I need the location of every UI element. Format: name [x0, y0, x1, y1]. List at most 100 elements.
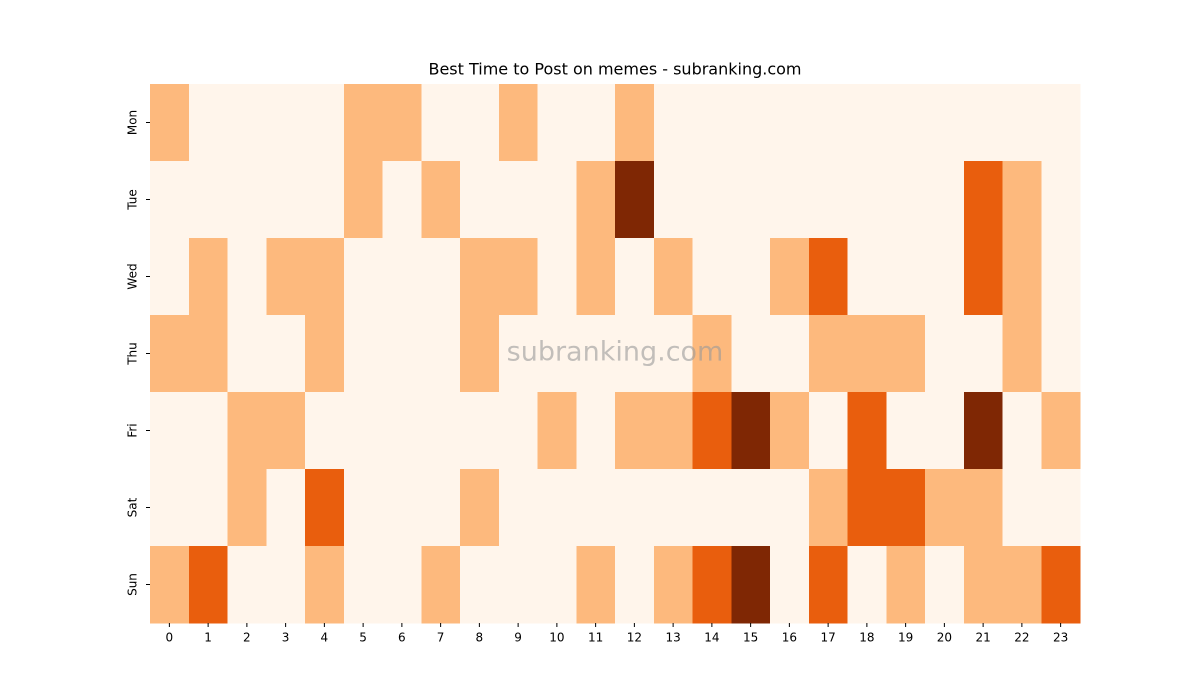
heatmap-cell [653, 238, 693, 316]
heatmap-cell [227, 84, 267, 162]
heatmap-cell [808, 315, 848, 393]
heatmap-cell [305, 84, 345, 162]
heatmap-cell [692, 161, 732, 239]
heatmap-cell [808, 84, 848, 162]
y-tick-label: Tue [126, 189, 140, 211]
heatmap-cell [188, 161, 228, 239]
y-tick-label: Sat [126, 497, 140, 517]
heatmap-cell [808, 546, 848, 624]
heatmap-cell [421, 238, 461, 316]
y-tick-label: Sun [126, 573, 140, 596]
heatmap-cell [1041, 546, 1081, 624]
heatmap-cell [343, 469, 383, 547]
heatmap-cell [1002, 238, 1042, 316]
heatmap-cell [382, 315, 422, 393]
heatmap-cell [188, 238, 228, 316]
heatmap-cell [305, 469, 345, 547]
heatmap-cell [576, 84, 616, 162]
heatmap-cell [343, 161, 383, 239]
heatmap-cell [731, 469, 771, 547]
heatmap-cell [925, 84, 965, 162]
heatmap-cell [498, 469, 538, 547]
heatmap-cell [692, 238, 732, 316]
heatmap-cell [498, 84, 538, 162]
heatmap-cell [1041, 315, 1081, 393]
heatmap-cell [963, 392, 1003, 470]
heatmap-cell [692, 546, 732, 624]
heatmap-cell [963, 161, 1003, 239]
x-tick-label: 20 [937, 631, 952, 645]
heatmap-cell [731, 161, 771, 239]
heatmap-cell [615, 161, 655, 239]
heatmap-cell [382, 546, 422, 624]
heatmap-cell [847, 546, 887, 624]
y-tick-label: Mon [126, 110, 140, 135]
heatmap-cell [653, 469, 693, 547]
heatmap-cell [963, 546, 1003, 624]
heatmap-cell [576, 392, 616, 470]
heatmap-cell [382, 84, 422, 162]
heatmap-cell [653, 161, 693, 239]
heatmap-cell [537, 469, 577, 547]
heatmap-cell [460, 315, 500, 393]
heatmap-cell [847, 84, 887, 162]
heatmap-cell [150, 161, 190, 239]
heatmap-cell [886, 315, 926, 393]
heatmap-cell [382, 161, 422, 239]
heatmap-cell [770, 84, 810, 162]
heatmap-cell [188, 546, 228, 624]
heatmap-cell [421, 161, 461, 239]
heatmap-cell [925, 238, 965, 316]
heatmap-cell [963, 84, 1003, 162]
heatmap-cell [963, 469, 1003, 547]
heatmap-cell [1002, 315, 1042, 393]
heatmap-cell [227, 161, 267, 239]
heatmap-cell [808, 392, 848, 470]
heatmap-cell [498, 238, 538, 316]
heatmap-cell [692, 469, 732, 547]
heatmap-cells [150, 84, 1081, 624]
heatmap-cell [731, 238, 771, 316]
heatmap-cell [1041, 161, 1081, 239]
heatmap-cell [227, 238, 267, 316]
heatmap-cell [770, 469, 810, 547]
heatmap-cell [886, 392, 926, 470]
heatmap-cell [653, 546, 693, 624]
heatmap-cell [188, 84, 228, 162]
x-tick-label: 11 [588, 631, 603, 645]
heatmap-cell [150, 392, 190, 470]
heatmap-cell [886, 238, 926, 316]
x-tick-label: 2 [243, 631, 251, 645]
heatmap-cell [266, 161, 306, 239]
heatmap-cell [808, 161, 848, 239]
heatmap-cell [305, 161, 345, 239]
heatmap-cell [537, 84, 577, 162]
heatmap-cell [576, 238, 616, 316]
heatmap-cell [1002, 84, 1042, 162]
heatmap-cell [847, 315, 887, 393]
heatmap-cell [150, 238, 190, 316]
heatmap-cell [460, 238, 500, 316]
heatmap-cell [305, 238, 345, 316]
x-tick-label: 12 [627, 631, 642, 645]
heatmap-cell [1041, 238, 1081, 316]
x-tick-label: 19 [898, 631, 913, 645]
x-tick-label: 9 [514, 631, 522, 645]
heatmap-cell [266, 392, 306, 470]
heatmap-cell [382, 469, 422, 547]
heatmap-cell [305, 392, 345, 470]
heatmap-cell [382, 238, 422, 316]
heatmap-cell [692, 315, 732, 393]
chart-title: Best Time to Post on memes - subranking.… [428, 60, 801, 79]
y-tick-label: Thu [126, 342, 140, 366]
heatmap-cell [615, 315, 655, 393]
heatmap-cell [808, 238, 848, 316]
x-tick-label: 3 [282, 631, 290, 645]
x-tick-label: 5 [359, 631, 367, 645]
x-tick-label: 22 [1014, 631, 1029, 645]
heatmap-cell [150, 546, 190, 624]
heatmap-cell [886, 84, 926, 162]
x-tick-label: 21 [975, 631, 990, 645]
x-tick-label: 18 [859, 631, 874, 645]
